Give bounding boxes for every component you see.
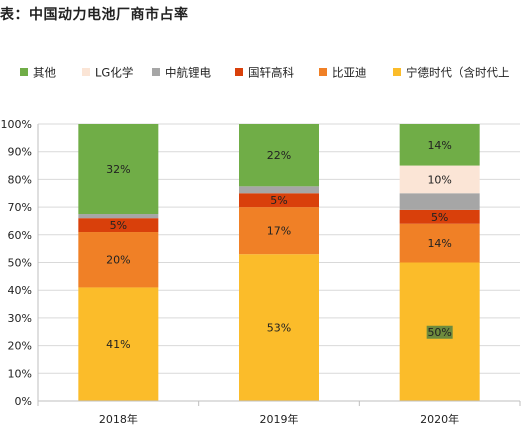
- legend-swatch-5: [393, 68, 401, 76]
- bar-segment-2018-s0: [78, 287, 159, 401]
- bar-segment-2020-s3: [399, 193, 480, 210]
- data-label-2020-s1: 14%: [427, 237, 451, 250]
- bar-segment-2019-s0: [239, 254, 319, 401]
- legend: 其他 LG化学 中航锂电 国轩高科 比亚迪 宁德时代（含时代上: [20, 66, 510, 80]
- legend-swatch-0: [20, 68, 28, 76]
- bar-segment-2019-s1: [239, 207, 319, 255]
- bar-segment-2019-s3: [239, 186, 319, 194]
- chart-title: 表：中国动力电池厂商市占率: [0, 7, 189, 23]
- bar-segment-2020-s5: [399, 124, 480, 166]
- bars: 41% 20% 5% 32% 53% 17% 5% 22% 50% 14% 5% 10% 14%: [78, 124, 480, 401]
- y-tick-label: 90%: [8, 146, 32, 159]
- legend-label-2: 中航锂电: [165, 66, 211, 80]
- x-tick-label: 2020年: [420, 412, 459, 426]
- y-tick-label: 10%: [8, 367, 32, 380]
- y-tick-label: 60%: [8, 229, 32, 242]
- data-label-2019-s2: 5%: [270, 194, 287, 207]
- data-label-2018-s1: 20%: [106, 254, 130, 267]
- y-tick-label: 70%: [8, 201, 32, 214]
- legend-label-1: LG化学: [95, 66, 133, 80]
- x-tick-label: 2019年: [260, 412, 299, 426]
- bar-segment-2020-s2: [399, 209, 480, 224]
- y-tick-label: 50%: [8, 257, 32, 270]
- data-label-highlight: [426, 325, 453, 339]
- x-tick-label: 2018年: [99, 412, 138, 426]
- legend-label-0: 其他: [33, 66, 56, 80]
- data-label-2018-s5: 32%: [106, 163, 130, 176]
- data-label-2020-s5: 14%: [427, 139, 451, 152]
- bar-segment-2019-s5: [239, 124, 319, 187]
- data-label-2019-s1: 17%: [267, 225, 291, 238]
- bar-segment-2018-s1: [78, 232, 159, 288]
- data-label-2018-s2: 5%: [110, 219, 127, 232]
- bar-segment-2018-s5: [78, 124, 159, 215]
- data-label-2020-s0: 50%: [427, 326, 451, 339]
- data-label-2020-s2: 5%: [431, 211, 448, 224]
- y-tick-label: 0%: [15, 395, 32, 408]
- bar-segment-2020-s1: [399, 223, 480, 263]
- y-tick-label: 100%: [1, 118, 32, 131]
- legend-swatch-3: [235, 68, 243, 76]
- x-axis: 2018年 2019年 2020年: [37, 400, 521, 426]
- y-tick-label: 30%: [8, 312, 32, 325]
- legend-label-3: 国轩高科: [248, 66, 294, 80]
- y-tick-label: 40%: [8, 284, 32, 297]
- bar-segment-2020-s4: [399, 165, 480, 194]
- data-label-2018-s0: 41%: [106, 338, 130, 351]
- legend-swatch-4: [319, 68, 327, 76]
- legend-swatch-1: [82, 68, 90, 76]
- y-tick-label: 80%: [8, 173, 32, 186]
- y-tick-label: 20%: [8, 340, 32, 353]
- data-label-2019-s5: 22%: [267, 149, 291, 162]
- data-label-2020-s4: 10%: [427, 173, 451, 186]
- legend-label-4: 比亚迪: [332, 66, 367, 80]
- y-axis: 0% 10% 20% 30% 40% 50% 60% 70% 80% 90% 100%: [1, 118, 39, 408]
- legend-swatch-2: [152, 68, 160, 76]
- bar-segment-2018-s2: [78, 218, 159, 233]
- bar-segment-2018-s3: [78, 214, 159, 219]
- legend-label-5: 宁德时代（含时代上: [406, 66, 510, 80]
- data-label-2019-s0: 53%: [267, 322, 291, 335]
- bar-segment-2019-s2: [239, 193, 319, 208]
